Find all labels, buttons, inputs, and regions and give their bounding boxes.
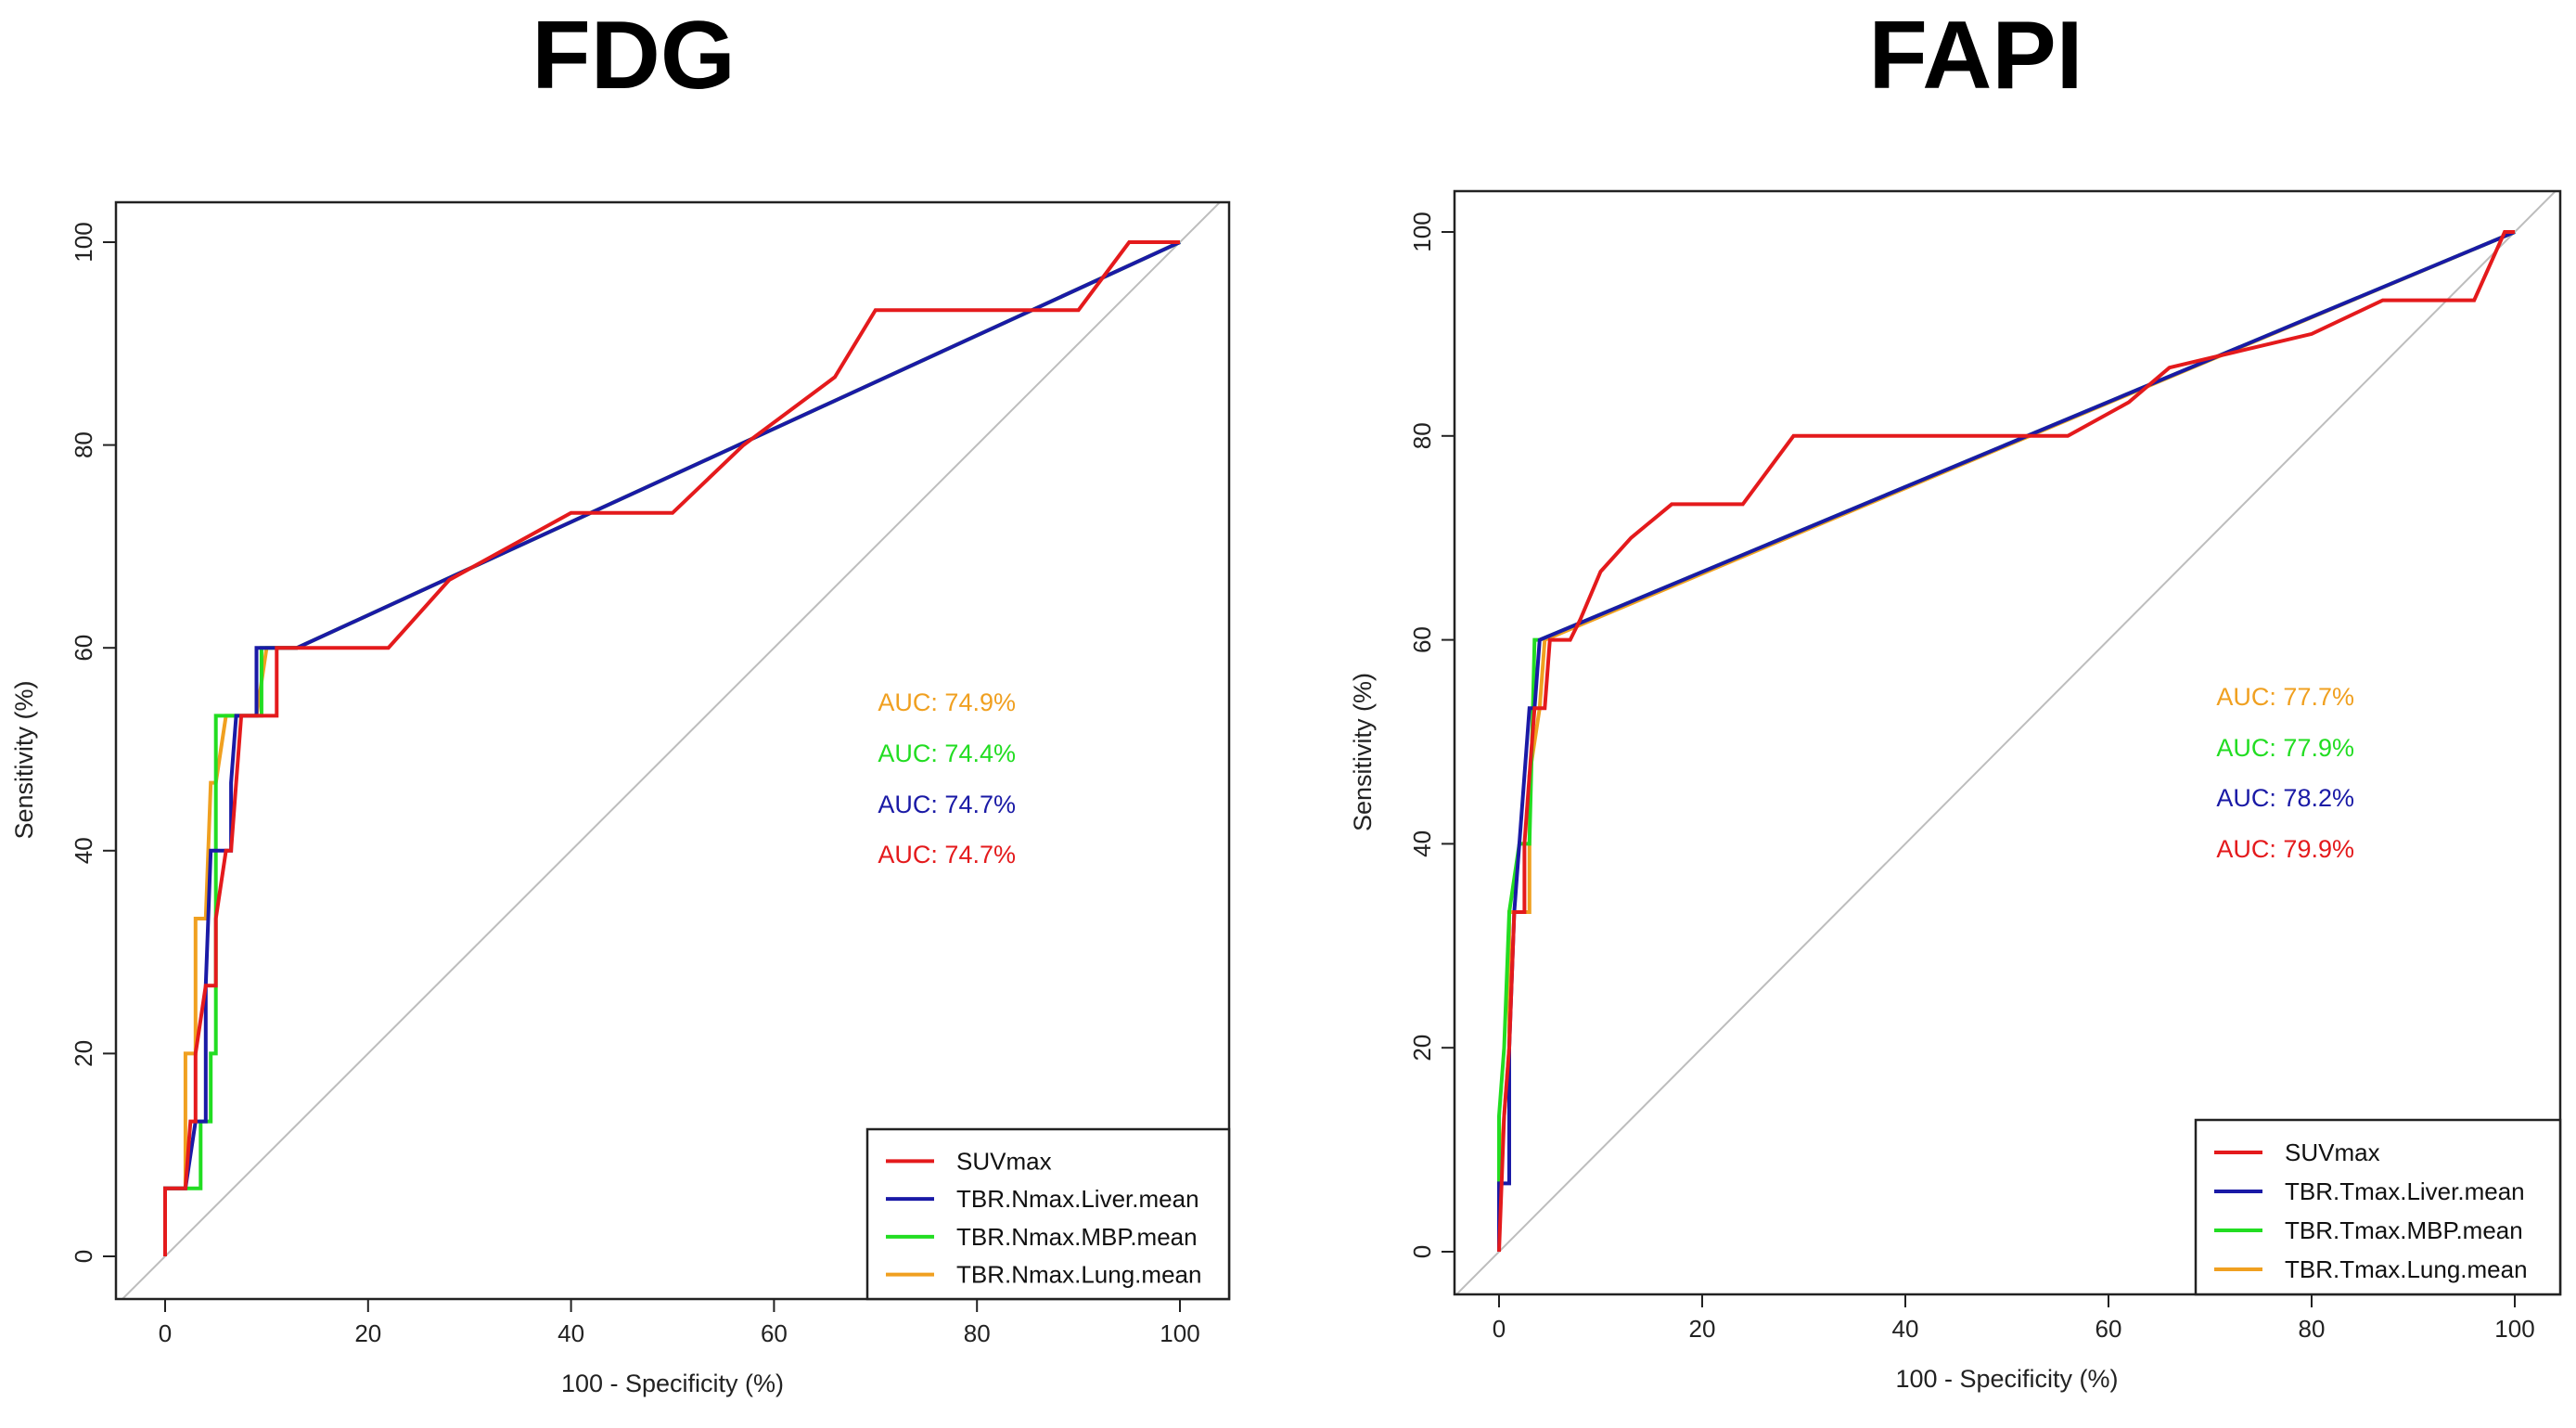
fapi-auc-label: AUC: 77.7% [2216, 683, 2354, 711]
fdg-legend-box [865, 1127, 1231, 1301]
fapi-x-tick-label: 100 [2494, 1315, 2534, 1343]
fapi-legend-entry: TBR.Tmax.Liver.mean [2285, 1177, 2525, 1205]
fdg-y-tick-label: 0 [70, 1250, 97, 1263]
fapi-y-tick-label: 40 [1408, 830, 1436, 857]
fdg-auc-label: AUC: 74.7% [878, 841, 1016, 868]
fapi-x-tick-label: 80 [2299, 1315, 2326, 1343]
fapi-roc-panel: FAPI 0 20 40 60 80 100 0 20 40 60 80 100 100 - Speci… [1349, 2, 2562, 1393]
fapi-x-tick-label: 0 [1493, 1315, 1506, 1343]
fapi-x-axis-label: 100 - Specificity (%) [1895, 1365, 2118, 1393]
fapi-legend-entry: TBR.Tmax.MBP.mean [2285, 1216, 2523, 1244]
fapi-legend-entry: SUVmax [2285, 1139, 2380, 1166]
fdg-roc-panel: FDG 0 20 40 60 80 100 0 20 40 60 80 100 100 - Specif… [10, 2, 1231, 1397]
fapi-y-tick-label: 80 [1408, 422, 1436, 449]
fdg-legend-entry: TBR.Nmax.Lung.mean [956, 1261, 1201, 1289]
fdg-x-tick-label: 40 [557, 1319, 584, 1347]
fdg-y-tick-label: 20 [70, 1040, 97, 1067]
fapi-reference-diagonal [1455, 191, 2557, 1294]
fdg-y-tick-label: 40 [70, 837, 97, 864]
fdg-legend-entry: SUVmax [956, 1147, 1052, 1175]
fapi-y-tick-label: 20 [1408, 1035, 1436, 1061]
fapi-legend-box [2194, 1118, 2562, 1296]
fdg-auc-label: AUC: 74.7% [878, 791, 1016, 818]
fapi-legend-entry: TBR.Tmax.Lung.mean [2285, 1255, 2528, 1283]
fapi-x-tick-label: 20 [1689, 1315, 1716, 1343]
fapi-y-tick-label: 100 [1408, 212, 1436, 251]
fdg-series-line-suvmax [163, 240, 1180, 1256]
fapi-y-tick-label: 0 [1408, 1245, 1436, 1258]
fdg-plot-frame [114, 200, 1231, 1301]
fdg-x-tick-label: 60 [761, 1319, 788, 1347]
fdg-auc-label: AUC: 74.4% [878, 740, 1016, 767]
fdg-y-tick-label: 80 [70, 431, 97, 458]
fapi-auc-label: AUC: 78.2% [2216, 784, 2354, 812]
fdg-y-axis-label: Sensitivity (%) [10, 680, 38, 839]
fapi-x-tick-label: 40 [1892, 1315, 1919, 1343]
fapi-y-axis-label: Sensitivity (%) [1349, 673, 1377, 831]
fdg-x-tick-label: 0 [159, 1319, 172, 1347]
fdg-y-tick-label: 60 [70, 635, 97, 662]
fdg-x-tick-label: 80 [964, 1319, 991, 1347]
fapi-plot-frame [1453, 189, 2562, 1296]
fdg-y-tick-label: 100 [70, 222, 97, 262]
fapi-auc-label: AUC: 79.9% [2216, 835, 2354, 863]
fdg-reference-diagonal [121, 202, 1222, 1299]
fapi-series-line-suvmax [1497, 230, 2515, 1253]
fdg-auc-label: AUC: 74.9% [878, 688, 1016, 716]
fapi-series-line-tbr-tmax-liver-mean [1497, 230, 2516, 1252]
fapi-auc-label: AUC: 77.9% [2216, 734, 2354, 762]
fdg-legend-entry: TBR.Nmax.MBP.mean [956, 1223, 1198, 1251]
fdg-title: FDG [532, 2, 736, 109]
fdg-x-axis-label: 100 - Specificity (%) [561, 1370, 784, 1397]
fdg-x-tick-label: 100 [1160, 1319, 1199, 1347]
fapi-x-tick-label: 60 [2095, 1315, 2122, 1343]
fapi-title: FAPI [1868, 2, 2083, 109]
fapi-y-tick-label: 60 [1408, 626, 1436, 653]
fdg-x-tick-label: 20 [354, 1319, 381, 1347]
fdg-legend-entry: TBR.Nmax.Liver.mean [956, 1185, 1199, 1213]
